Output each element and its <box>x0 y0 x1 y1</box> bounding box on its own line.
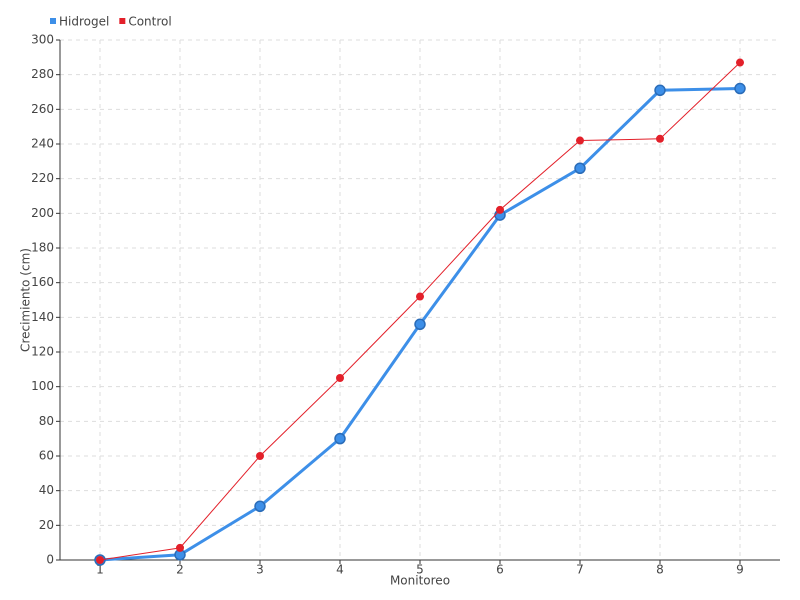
x-tick-label: 9 <box>736 563 744 577</box>
y-tick-label: 120 <box>31 345 54 359</box>
y-tick-label: 20 <box>39 518 54 532</box>
point <box>656 134 664 143</box>
point <box>414 318 426 331</box>
point <box>736 58 744 67</box>
y-tick-label: 40 <box>39 483 54 497</box>
legend-swatch <box>119 18 126 24</box>
point <box>256 452 264 460</box>
point <box>576 136 584 145</box>
point <box>416 292 424 301</box>
y-tick-label: 60 <box>39 449 54 463</box>
point <box>336 374 344 382</box>
y-tick-label: 140 <box>31 310 54 324</box>
y-tick-label: 0 <box>46 553 54 567</box>
y-tick-label: 220 <box>31 171 54 185</box>
x-tick-label: 8 <box>656 563 664 577</box>
x-tick-label: 1 <box>96 563 104 577</box>
x-tick-label: 5 <box>416 563 424 577</box>
point <box>176 543 184 552</box>
y-tick-label: 80 <box>39 414 54 428</box>
point <box>254 500 266 513</box>
legend-swatch <box>50 18 56 24</box>
y-tick-label: 100 <box>31 379 54 393</box>
y-tick-label: 200 <box>31 206 54 220</box>
y-tick-label: 260 <box>31 102 54 116</box>
x-tick-label: 7 <box>576 563 584 577</box>
y-tick-label: 280 <box>31 67 54 81</box>
point <box>574 162 586 175</box>
y-tick-label: 240 <box>31 137 54 151</box>
x-tick-label: 6 <box>496 563 504 577</box>
point <box>654 84 666 97</box>
y-axis-label: Crecimiento (cm) <box>19 248 33 352</box>
x-tick-label: 2 <box>176 563 184 577</box>
x-axis-label: Monitoreo <box>390 574 450 588</box>
x-tick-label: 3 <box>256 563 264 577</box>
y-tick-label: 180 <box>31 241 54 255</box>
point <box>496 205 504 214</box>
point <box>734 82 746 95</box>
y-tick-label: 160 <box>31 275 54 289</box>
point <box>334 432 346 445</box>
y-tick-label: 300 <box>31 33 54 47</box>
x-tick-label: 4 <box>336 563 344 577</box>
legend-label: Control <box>128 15 171 29</box>
legend-label: Hidrogel <box>59 15 109 29</box>
point <box>96 556 104 564</box>
